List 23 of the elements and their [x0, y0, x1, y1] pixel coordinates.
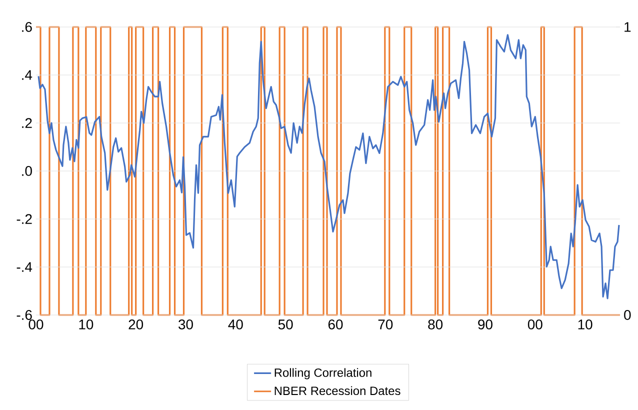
x-tick-label: 10	[79, 320, 94, 330]
y-tick-label: -.6	[16, 310, 32, 320]
x-tick-label: 30	[178, 320, 193, 330]
y-tick-label: -.4	[16, 262, 32, 272]
x-tick-label: 20	[128, 320, 144, 330]
x-tick-label: 70	[378, 320, 393, 330]
x-tick-label: 60	[328, 320, 343, 330]
y2-tick-label: 0	[624, 310, 631, 320]
x-tick-label: 10	[578, 320, 592, 330]
y-tick-label: -.2	[16, 214, 32, 224]
y-tick-label: .0	[22, 166, 32, 176]
x-tick-label: 00	[528, 320, 542, 330]
legend-label: Rolling Correlation	[274, 368, 372, 380]
x-tick-label: 80	[428, 320, 443, 330]
x-tick-label: 40	[228, 320, 243, 330]
y-tick-label: .4	[22, 70, 32, 80]
y2-tick-label: 1	[624, 22, 631, 32]
x-tick-label: 90	[478, 320, 492, 330]
legend-label: NBER Recession Dates	[274, 386, 400, 396]
y-tick-label: .6	[22, 22, 32, 32]
x-tick-label: 00	[28, 320, 44, 330]
y-tick-label: .2	[22, 118, 32, 128]
x-tick-label: 50	[278, 320, 293, 330]
